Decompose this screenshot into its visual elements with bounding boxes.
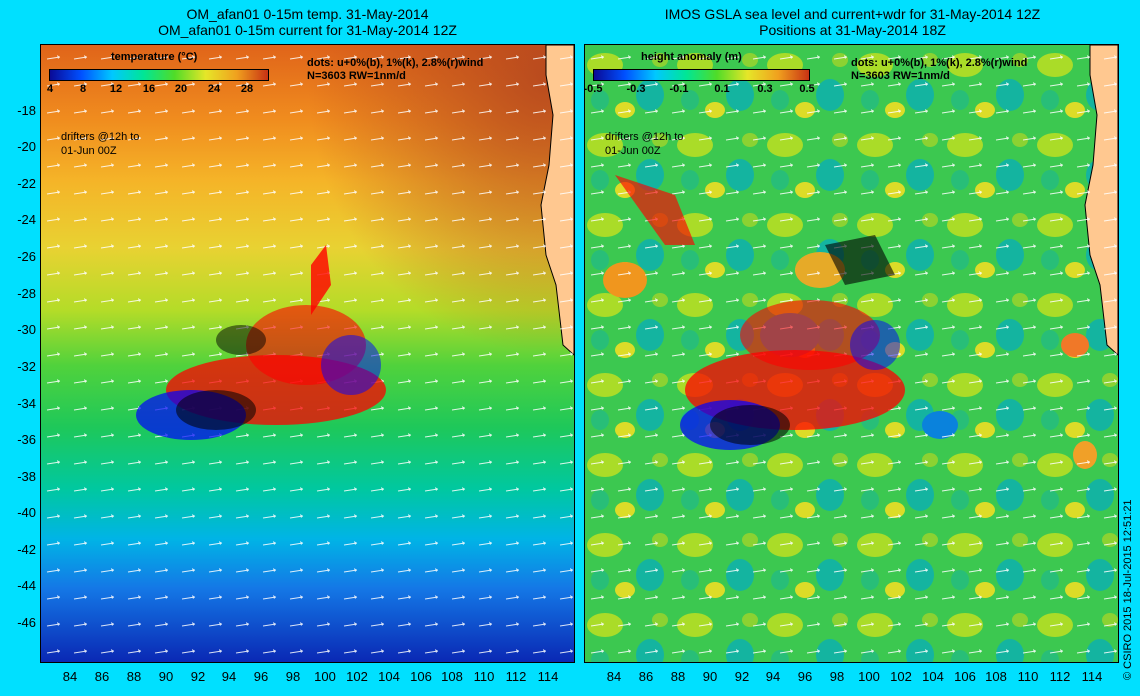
info-line2: N=3603 RW=1nm/d <box>307 70 406 82</box>
drifters-line1: drifters @12h to <box>605 131 684 143</box>
copyright-credit: © CSIRO 2015 18-Jul-2015 12:51:21 <box>1122 499 1134 680</box>
lon-tick: 106 <box>954 669 976 684</box>
lat-tick: -24 <box>17 212 36 227</box>
left-title-line1: OM_afan01 0-15m temp. 31-May-2014 <box>186 6 429 22</box>
lon-tick: 88 <box>670 669 686 684</box>
drifters-line2: 01-Jun 00Z <box>61 145 117 157</box>
lat-tick: -40 <box>17 505 36 520</box>
lon-tick: 92 <box>190 669 206 684</box>
lon-tick: 108 <box>985 669 1007 684</box>
temperature-map[interactable]: temperature (°C) 4 8 12 16 20 24 28 dots… <box>40 44 575 663</box>
lon-tick: 102 <box>346 669 368 684</box>
drifters-line1: drifters @12h to <box>61 131 140 143</box>
lat-tick: -22 <box>17 176 36 191</box>
lon-tick: 86 <box>94 669 110 684</box>
lon-tick: 114 <box>1081 669 1103 684</box>
sea-level-field <box>585 45 1118 662</box>
lon-tick: 110 <box>1017 669 1039 684</box>
temperature-colorbar <box>49 69 269 81</box>
right-panel-title: IMOS GSLA sea level and current+wdr for … <box>585 6 1120 38</box>
cbar-tick: 28 <box>240 83 254 95</box>
sea-level-map[interactable]: height anomaly (m) -0.5 -0.3 -0.1 0.1 0.… <box>584 44 1119 663</box>
lon-tick: 96 <box>797 669 813 684</box>
cbar-tick: 0.3 <box>757 83 773 95</box>
lat-tick: -44 <box>17 578 36 593</box>
left-title-line2: OM_afan01 0-15m current for 31-May-2014 … <box>158 22 457 38</box>
lon-tick: 110 <box>473 669 495 684</box>
lon-tick: 104 <box>922 669 944 684</box>
lat-tick: -34 <box>17 396 36 411</box>
lon-tick: 108 <box>441 669 463 684</box>
drifter-cluster <box>136 245 386 440</box>
cbar-tick: -0.1 <box>669 83 689 95</box>
cbar-tick: 16 <box>142 83 156 95</box>
temperature-colorbar-label: temperature (°C) <box>111 51 198 63</box>
lon-tick: 86 <box>638 669 654 684</box>
lat-tick: -18 <box>17 103 36 118</box>
cbar-tick: 12 <box>109 83 123 95</box>
lon-tick: 98 <box>285 669 301 684</box>
lon-tick: 98 <box>829 669 845 684</box>
lon-tick: 94 <box>765 669 781 684</box>
cbar-tick: -0.3 <box>626 83 646 95</box>
lon-tick: 112 <box>505 669 527 684</box>
lat-tick: -30 <box>17 322 36 337</box>
right-title-line2: Positions at 31-May-2014 18Z <box>759 22 946 38</box>
lat-tick: -38 <box>17 469 36 484</box>
lon-tick: 104 <box>378 669 400 684</box>
cbar-tick: 20 <box>174 83 188 95</box>
lon-tick: 100 <box>858 669 880 684</box>
lat-tick: -42 <box>17 542 36 557</box>
right-title-line1: IMOS GSLA sea level and current+wdr for … <box>664 6 1041 22</box>
info-line1: dots: u+0%(b), 1%(k), 2.8%(r)wind <box>851 57 1028 69</box>
cbar-tick: 0.1 <box>714 83 730 95</box>
info-line1: dots: u+0%(b), 1%(k), 2.8%(r)wind <box>307 57 484 69</box>
cbar-tick: 0.5 <box>799 83 815 95</box>
lon-tick: 102 <box>890 669 912 684</box>
drifter-cluster <box>615 175 905 450</box>
lon-tick: 88 <box>126 669 142 684</box>
lon-tick: 112 <box>1049 669 1071 684</box>
lon-tick: 84 <box>62 669 78 684</box>
lat-tick: -46 <box>17 615 36 630</box>
drifters-line2: 01-Jun 00Z <box>605 145 661 157</box>
temperature-field <box>41 45 574 662</box>
info-line2: N=3603 RW=1nm/d <box>851 70 950 82</box>
lon-tick: 90 <box>158 669 174 684</box>
lon-tick: 90 <box>702 669 718 684</box>
lat-tick: -28 <box>17 286 36 301</box>
lon-tick: 100 <box>314 669 336 684</box>
height-anomaly-colorbar <box>593 69 810 81</box>
lon-tick: 106 <box>410 669 432 684</box>
lon-tick: 94 <box>221 669 237 684</box>
left-panel-title: OM_afan01 0-15m temp. 31-May-2014 OM_afa… <box>40 6 575 38</box>
cbar-tick: 8 <box>79 83 87 95</box>
cbar-tick: -0.5 <box>584 83 603 95</box>
height-anomaly-colorbar-label: height anomaly (m) <box>641 51 742 63</box>
lon-tick: 84 <box>606 669 622 684</box>
lat-tick: -26 <box>17 249 36 264</box>
lon-tick: 96 <box>253 669 269 684</box>
cbar-tick: 4 <box>46 83 54 95</box>
lon-tick: 92 <box>734 669 750 684</box>
lat-tick: -36 <box>17 432 36 447</box>
cbar-tick: 24 <box>207 83 221 95</box>
lat-tick: -32 <box>17 359 36 374</box>
lat-tick: -20 <box>17 139 36 154</box>
lon-tick: 114 <box>537 669 559 684</box>
